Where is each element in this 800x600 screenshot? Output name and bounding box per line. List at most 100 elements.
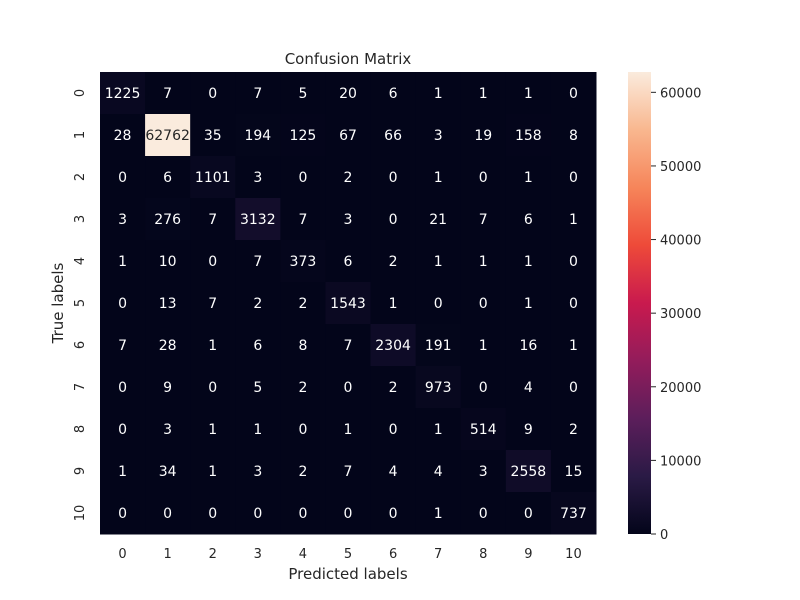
heatmap-cell bbox=[415, 282, 462, 325]
colorbar-tick-label: 10000 bbox=[660, 454, 701, 469]
heatmap-cell bbox=[100, 366, 146, 409]
cell-value-label: 15 bbox=[565, 464, 583, 480]
heatmap-cell bbox=[100, 492, 146, 535]
heatmap-cell bbox=[100, 408, 146, 451]
heatmap-cell bbox=[280, 198, 326, 241]
colorbar-tick-label: 60000 bbox=[660, 86, 701, 101]
cell-value-label: 0 bbox=[389, 212, 398, 228]
heatmap-cell bbox=[505, 156, 552, 199]
colorbar-tick-label: 30000 bbox=[660, 307, 701, 322]
heatmap-cell bbox=[325, 366, 372, 409]
heatmap-cell bbox=[505, 324, 552, 367]
heatmap-cell bbox=[550, 366, 597, 409]
heatmap-cell bbox=[280, 492, 326, 535]
heatmap-cell bbox=[505, 408, 552, 451]
cell-value-label: 1 bbox=[569, 338, 578, 354]
heatmap-cell bbox=[505, 114, 552, 157]
heatmap-cell bbox=[370, 408, 417, 451]
heatmap-cell bbox=[505, 240, 552, 283]
cell-value-label: 1 bbox=[524, 86, 533, 102]
cell-value-label: 1 bbox=[434, 254, 443, 270]
cell-value-label: 3132 bbox=[240, 212, 276, 228]
heatmap-cell bbox=[235, 408, 281, 451]
cell-value-label: 3 bbox=[344, 212, 353, 228]
x-tick-label: 0 bbox=[118, 547, 126, 562]
cell-value-label: 7 bbox=[298, 212, 307, 228]
heatmap-cell bbox=[415, 492, 462, 535]
cell-value-label: 1 bbox=[208, 464, 217, 480]
heatmap-cell bbox=[550, 72, 597, 115]
heatmap-cell bbox=[100, 324, 146, 367]
cell-value-label: 9 bbox=[163, 380, 172, 396]
heatmap-cell bbox=[190, 198, 236, 241]
cell-value-label: 1 bbox=[434, 506, 443, 522]
heatmap-cell bbox=[280, 240, 326, 283]
heatmap-cell bbox=[460, 114, 507, 157]
colorbar-ticks: 0 10000 20000 30000 40000 50000 60000 bbox=[651, 86, 701, 543]
heatmap-cell bbox=[100, 72, 146, 115]
heatmap-cell bbox=[370, 492, 417, 535]
cell-value-label: 0 bbox=[569, 296, 578, 312]
heatmap-cell bbox=[190, 450, 236, 493]
heatmap-cell bbox=[505, 366, 552, 409]
cell-value-label: 7 bbox=[118, 338, 127, 354]
cell-value-label: 191 bbox=[425, 338, 452, 354]
cell-value-label: 1101 bbox=[195, 170, 231, 186]
y-tick-label: 6 bbox=[73, 341, 88, 349]
y-tick-label: 3 bbox=[73, 215, 88, 223]
heatmap-cell bbox=[235, 198, 281, 241]
cell-value-label: 7 bbox=[253, 86, 262, 102]
cell-value-label: 1 bbox=[569, 212, 578, 228]
cell-value-label: 7 bbox=[479, 212, 488, 228]
cell-value-label: 1 bbox=[479, 86, 488, 102]
cell-value-label: 194 bbox=[244, 128, 271, 144]
cell-value-label: 6 bbox=[344, 254, 353, 270]
cell-value-label: 0 bbox=[118, 296, 127, 312]
heatmap-cell bbox=[415, 156, 462, 199]
heatmap-cell bbox=[145, 366, 191, 409]
cell-value-label: 276 bbox=[154, 212, 181, 228]
cell-value-label: 7 bbox=[253, 254, 262, 270]
x-tick-label: 8 bbox=[479, 547, 487, 562]
cell-value-label: 7 bbox=[163, 86, 172, 102]
cell-value-label: 3 bbox=[253, 464, 262, 480]
heatmap-cell bbox=[370, 156, 417, 199]
cell-value-label: 0 bbox=[569, 254, 578, 270]
x-tick-label: 2 bbox=[209, 547, 217, 562]
heatmap-cell bbox=[460, 366, 507, 409]
heatmap-cell bbox=[145, 408, 191, 451]
heatmap-cell bbox=[460, 450, 507, 493]
heatmap-cell bbox=[325, 282, 372, 325]
cell-value-label: 0 bbox=[569, 86, 578, 102]
cell-value-label: 1 bbox=[118, 464, 127, 480]
cell-value-label: 6 bbox=[524, 212, 533, 228]
heatmap-cell bbox=[145, 156, 191, 199]
cell-value-label: 1 bbox=[434, 170, 443, 186]
colorbar-tick-label: 0 bbox=[660, 528, 668, 543]
cell-value-label: 5 bbox=[298, 86, 307, 102]
cell-value-label: 1 bbox=[524, 254, 533, 270]
cell-value-label: 1 bbox=[253, 422, 262, 438]
heatmap-cell bbox=[100, 198, 146, 241]
heatmap-cell bbox=[370, 72, 417, 115]
heatmap-cell bbox=[280, 450, 326, 493]
heatmap-cell bbox=[145, 198, 191, 241]
cell-value-label: 2 bbox=[344, 170, 353, 186]
heatmap-cell bbox=[460, 156, 507, 199]
x-tick-label: 10 bbox=[565, 547, 582, 562]
cell-value-label: 3 bbox=[118, 212, 127, 228]
heatmap-cell bbox=[460, 408, 507, 451]
heatmap-cell bbox=[190, 114, 236, 157]
x-tick-label: 3 bbox=[254, 547, 262, 562]
heatmap-cell bbox=[415, 366, 462, 409]
cell-value-label: 19 bbox=[474, 128, 492, 144]
cell-value-label: 28 bbox=[159, 338, 177, 354]
cell-value-label: 0 bbox=[298, 506, 307, 522]
x-tick-labels: 0 1 2 3 4 5 6 7 8 9 10 bbox=[118, 547, 581, 562]
colorbar bbox=[628, 72, 651, 534]
heatmap-cell bbox=[190, 156, 236, 199]
heatmap-cell bbox=[100, 282, 146, 325]
cell-value-label: 28 bbox=[114, 128, 132, 144]
heatmap-cell bbox=[190, 240, 236, 283]
heatmap-cell bbox=[370, 282, 417, 325]
